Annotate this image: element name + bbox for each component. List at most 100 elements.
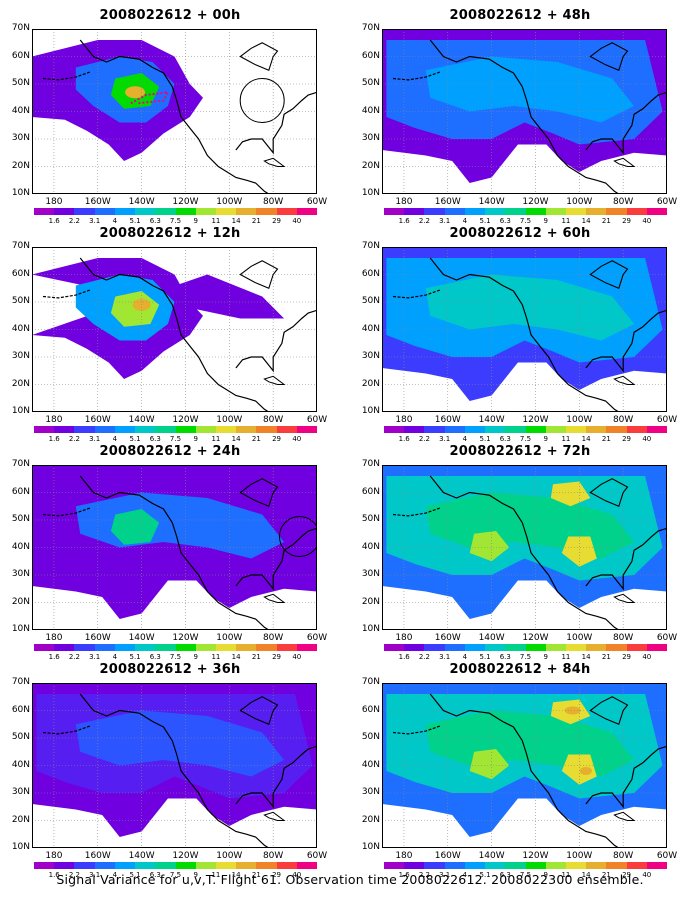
colorbar-tick-label: 9 [543, 217, 548, 225]
colorbar-swatch [276, 644, 297, 651]
map-plot [382, 683, 668, 852]
colorbar-tick-label: 2.2 [418, 435, 430, 443]
colorbar-tick-label: 40 [292, 217, 302, 225]
colorbar-tick-label: 21 [601, 653, 611, 661]
latitude-label: 60N [361, 50, 380, 61]
colorbar-tick-label: 4 [112, 435, 118, 443]
colorbar-tick-label: 21 [251, 871, 261, 879]
longitude-label: 120W [172, 633, 199, 643]
longitude-label: 100W [216, 851, 243, 861]
colorbar-swatch [586, 426, 607, 433]
colorbar-swatch [296, 208, 318, 215]
colorbar-tick-label: 2.2 [418, 871, 430, 879]
longitude-label: 80W [262, 851, 284, 861]
map-frame [32, 247, 318, 416]
longitude-label: 120W [172, 415, 199, 425]
colorbar-swatch [384, 644, 405, 651]
longitude-label: 180 [395, 633, 413, 643]
longitude-label: 80W [262, 197, 284, 207]
coastline-west [79, 257, 280, 416]
panel-title: 2008022612 + 72h [449, 444, 591, 459]
colorbar-swatch [195, 644, 216, 651]
colorbar-swatch [525, 208, 546, 215]
colorbar-swatch [505, 208, 526, 215]
coastline-east [235, 91, 318, 155]
colorbar-labels: 1.6 2.2 3.1 4 5.1 6.3 7.5 9 11 14 21 29 40 [34, 217, 317, 227]
longitude-label: 180 [45, 197, 63, 207]
latitude-label: 70N [361, 23, 380, 33]
colorbar-tick-label: 40 [642, 435, 652, 443]
longitude-label: 140W [478, 633, 505, 643]
colorbar-swatch [505, 426, 526, 433]
colorbar [384, 644, 668, 651]
map-frame [32, 683, 318, 852]
colorbar-swatch [464, 208, 486, 215]
longitude-label: 100W [566, 197, 593, 207]
longitude-label: 120W [522, 851, 549, 861]
colorbar-swatch [236, 426, 257, 433]
map-plot [382, 247, 668, 416]
colorbar-swatch [646, 862, 668, 869]
latitude-label: 50N [361, 78, 380, 88]
longitude-label: 180 [395, 197, 413, 207]
colorbar-labels: 1.6 2.2 3.1 4 5.1 6.3 7.5 9 11 14 21 29 40 [384, 435, 667, 445]
cuba-outline [613, 593, 636, 603]
colorbar-swatch [195, 208, 216, 215]
latitude-label: 40N [361, 541, 380, 552]
colorbar-swatch [34, 862, 55, 869]
longitude-label: 160W [434, 851, 461, 861]
latitude-label: 10N [361, 624, 380, 634]
colorbar-swatch [215, 426, 237, 433]
panel-title: 2008022612 + 24h [99, 444, 241, 459]
longitude-label: 180 [45, 851, 63, 861]
colorbar-swatch [256, 862, 277, 869]
colorbar-swatch [606, 208, 627, 215]
colorbar-tick-label: 9 [193, 653, 198, 661]
map-plot [32, 465, 320, 634]
colorbar-swatch [444, 426, 465, 433]
colorbar-tick-label: 6.3 [499, 435, 511, 443]
longitude-label: 160W [434, 415, 461, 425]
colorbar-tick-label: 11 [211, 871, 221, 879]
colorbar-swatch [195, 862, 216, 869]
colorbar-swatch [256, 208, 277, 215]
cuba-outline [263, 811, 286, 821]
longitude-label: 180 [45, 415, 63, 425]
colorbar-swatch [155, 862, 176, 869]
colorbar [384, 426, 668, 433]
map-panel: 2008022612 + 48h 70N 60N 50N 40N 30N 20N 10N 180… [350, 8, 690, 226]
hudson-bay-outline [239, 696, 279, 726]
colorbar-tick-label: 40 [642, 871, 652, 879]
colorbar-tick-label: 21 [601, 871, 611, 879]
longitude-label: 160W [434, 633, 461, 643]
latitude-label: 30N [11, 787, 30, 797]
map-frame [382, 683, 668, 852]
variance-region-peak-north [550, 481, 591, 507]
colorbar-swatch [74, 208, 95, 215]
colorbar-tick-label: 11 [561, 435, 571, 443]
colorbar-swatch [175, 208, 196, 215]
colorbar-tick-label: 2.2 [418, 653, 430, 661]
colorbar-swatch [404, 208, 425, 215]
coastline-east [585, 745, 668, 809]
longitude-label: 140W [128, 633, 155, 643]
hudson-bay-outline [589, 478, 629, 508]
coastline-west [79, 693, 280, 852]
latitude-label: 10N [11, 624, 30, 634]
latitude-label: 40N [11, 323, 30, 334]
longitude-label: 180 [45, 633, 63, 643]
colorbar-swatch [626, 644, 647, 651]
longitude-label: 100W [216, 415, 243, 425]
colorbar-swatch [525, 862, 546, 869]
latitude-label: 30N [361, 787, 380, 797]
colorbar-swatch [34, 644, 55, 651]
colorbar-swatch [485, 426, 506, 433]
latitude-label: 10N [361, 406, 380, 416]
colorbar-swatch [646, 426, 668, 433]
colorbar-tick-label: 29 [272, 435, 282, 443]
colorbar-tick-label: 11 [561, 653, 571, 661]
cuba-outline [263, 375, 286, 385]
longitude-label: 140W [128, 851, 155, 861]
colorbar-tick-label: 5.1 [479, 653, 491, 661]
latitude-label: 40N [11, 541, 30, 552]
